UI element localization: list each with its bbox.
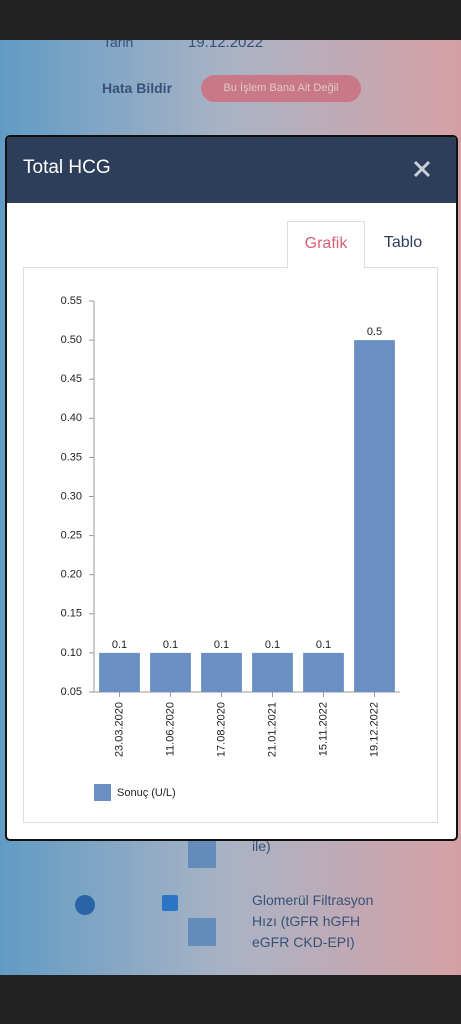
bar	[99, 652, 140, 692]
x-tick-label: 21.01.2021	[266, 702, 278, 757]
chart-panel: 0.05 0.10 0.15 0.20 0.25 0.30 0.35 0.40 0.45 0.50…	[23, 267, 438, 823]
item-name[interactable]: Glomerül Filtrasyon Hızı (tGFR hGFH eGFR…	[252, 892, 374, 950]
modal: Total HCG Grafik Tablo 0.05 0.10 0.15 0.20 0…	[5, 135, 458, 841]
x-tick-label: 23.03.2020	[113, 702, 125, 757]
x-tick-label: 17.08.2020	[215, 702, 227, 757]
date-label: Tarih	[103, 40, 134, 50]
value-label: 0.1	[112, 639, 127, 651]
modal-title: Total HCG	[23, 157, 111, 178]
checkbox[interactable]	[162, 895, 178, 911]
value-label: 0.1	[265, 639, 280, 651]
bar	[252, 652, 293, 692]
y-tick-label: 0.55	[61, 295, 82, 307]
building-icon	[188, 918, 216, 946]
x-tick-label: 19.12.2022	[368, 702, 380, 757]
value-label: 0.1	[316, 639, 331, 651]
y-tick-label: 0.40	[61, 412, 82, 424]
value-label: 0.1	[214, 639, 229, 651]
y-tick-label: 0.20	[61, 569, 82, 581]
x-tick-label: 15.11.2022	[317, 702, 329, 756]
legend-swatch	[94, 784, 111, 801]
bar	[201, 652, 242, 692]
y-tick-label: 0.10	[61, 647, 82, 659]
bar	[354, 340, 395, 692]
report-button[interactable]: Bu İşlem Bana Ait Değil	[201, 75, 361, 102]
y-tick-label: 0.45	[61, 373, 82, 385]
building-icon	[188, 840, 216, 868]
item-tail: ile)	[252, 838, 271, 854]
bar	[303, 652, 344, 692]
y-tick-label: 0.35	[61, 451, 82, 463]
chart: 0.050.100.150.200.250.300.350.400.450.50…	[61, 295, 400, 801]
tab[interactable]: Grafik	[287, 221, 365, 269]
value-label: 0.1	[163, 639, 178, 651]
date-value: 19.12.2022	[188, 40, 264, 51]
close-button[interactable]	[413, 160, 431, 178]
modal-header: Total HCG	[7, 137, 456, 203]
value-label: 0.5	[367, 326, 382, 338]
tab[interactable]: Tablo	[383, 234, 423, 251]
x-tick-label: 11.06.2020	[164, 702, 176, 756]
legend-label: Sonuç (U/L)	[117, 787, 176, 799]
y-tick-label: 0.15	[61, 608, 82, 620]
report-label: Hata Bildir	[102, 80, 173, 96]
y-tick-label: 0.05	[61, 686, 82, 698]
y-tick-label: 0.30	[61, 490, 82, 502]
y-tick-label: 0.25	[61, 530, 82, 542]
add-icon[interactable]	[75, 895, 95, 915]
bar	[150, 652, 191, 692]
y-tick-label: 0.50	[61, 334, 82, 346]
